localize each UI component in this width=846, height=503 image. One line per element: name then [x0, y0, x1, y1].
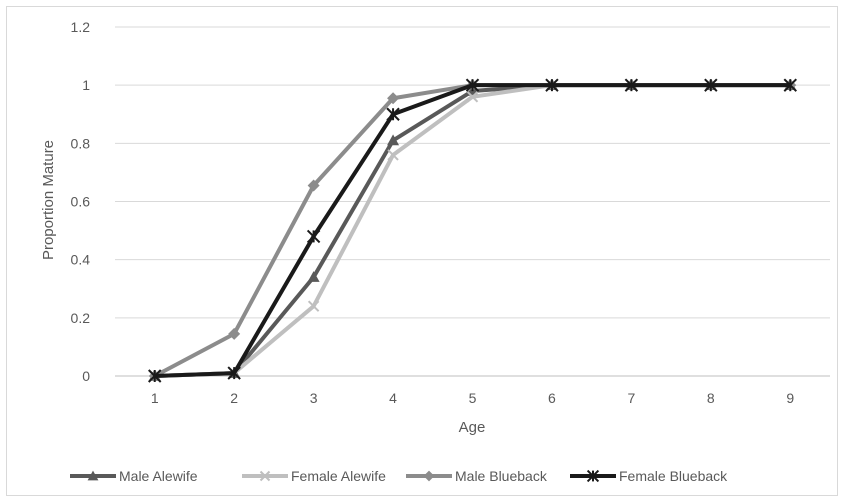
x-tick-label: 4	[389, 390, 397, 406]
data-point	[387, 92, 400, 105]
legend-label: Female Blueback	[619, 468, 728, 484]
series-male-alewife	[148, 79, 797, 381]
series-group	[148, 78, 797, 383]
y-tick-label: 0.2	[71, 310, 91, 326]
x-tick-label: 1	[151, 390, 159, 406]
x-tick-label: 3	[310, 390, 318, 406]
legend-entry: Female Alewife	[242, 468, 386, 484]
data-point	[307, 179, 320, 192]
series-female-blueback	[148, 78, 797, 383]
legend-label: Female Alewife	[291, 468, 386, 484]
y-axis-title: Proportion Mature	[40, 140, 57, 260]
series-line	[154, 83, 791, 378]
series-female-alewife	[149, 79, 796, 382]
series-line	[154, 83, 791, 378]
legend-entry: Male Alewife	[70, 468, 198, 484]
data-point	[704, 78, 718, 92]
x-tick-label: 8	[707, 390, 715, 406]
series-male-blueback	[148, 79, 797, 382]
y-tick-label: 0.6	[71, 194, 91, 210]
series-line	[154, 83, 791, 378]
data-point	[387, 149, 399, 161]
data-point	[228, 327, 241, 340]
legend: Male Alewife Female Alewife Male Blueback F…	[70, 468, 728, 484]
data-point	[259, 470, 271, 482]
y-tick-label: 0	[82, 368, 90, 384]
data-point	[466, 91, 479, 103]
chart-frame	[6, 6, 838, 496]
data-point	[306, 229, 321, 244]
data-point	[624, 78, 639, 92]
legend-label: Male Alewife	[119, 468, 198, 484]
data-point	[387, 134, 400, 146]
data-point	[227, 366, 241, 380]
legend-entry: Female Blueback	[570, 468, 728, 484]
data-point	[307, 271, 320, 282]
data-point	[783, 78, 797, 92]
x-tick-label: 6	[548, 390, 556, 406]
legend-entry: Male Blueback	[406, 468, 548, 484]
y-tick-label: 0.8	[71, 135, 91, 151]
x-tick-label: 5	[469, 390, 477, 406]
data-point	[386, 107, 400, 121]
x-axis-title: Age	[459, 419, 486, 436]
data-point	[148, 369, 162, 383]
tick-labels: 0 0.2 0.4 0.6 0.8 1 1.2 1 2 3 4 5 6 7 8 9	[71, 19, 795, 406]
gridlines	[115, 26, 830, 319]
data-point	[423, 470, 435, 482]
data-point	[545, 78, 559, 92]
x-tick-label: 2	[230, 390, 238, 406]
series-line	[153, 83, 791, 378]
y-tick-label: 1.2	[71, 19, 91, 35]
data-point	[307, 300, 320, 312]
data-point	[465, 78, 480, 92]
data-point	[586, 469, 600, 483]
x-tick-label: 7	[627, 390, 635, 406]
x-tick-label: 9	[786, 390, 794, 406]
legend-label: Male Blueback	[455, 468, 548, 484]
data-point	[87, 470, 99, 481]
y-tick-label: 0.4	[71, 252, 91, 268]
y-tick-label: 1	[82, 77, 90, 93]
